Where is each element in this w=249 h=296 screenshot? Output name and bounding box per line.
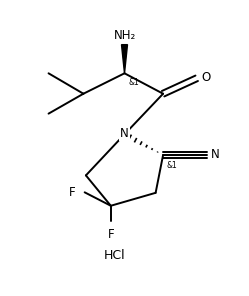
Text: HCl: HCl bbox=[104, 249, 125, 262]
Text: F: F bbox=[108, 228, 114, 241]
Text: F: F bbox=[69, 186, 76, 199]
Text: &1: &1 bbox=[166, 161, 177, 170]
Polygon shape bbox=[122, 45, 127, 73]
Text: &1: &1 bbox=[128, 78, 139, 87]
Text: N: N bbox=[120, 127, 129, 140]
Text: N: N bbox=[211, 148, 220, 161]
Text: O: O bbox=[202, 70, 211, 83]
Text: NH₂: NH₂ bbox=[113, 29, 136, 42]
